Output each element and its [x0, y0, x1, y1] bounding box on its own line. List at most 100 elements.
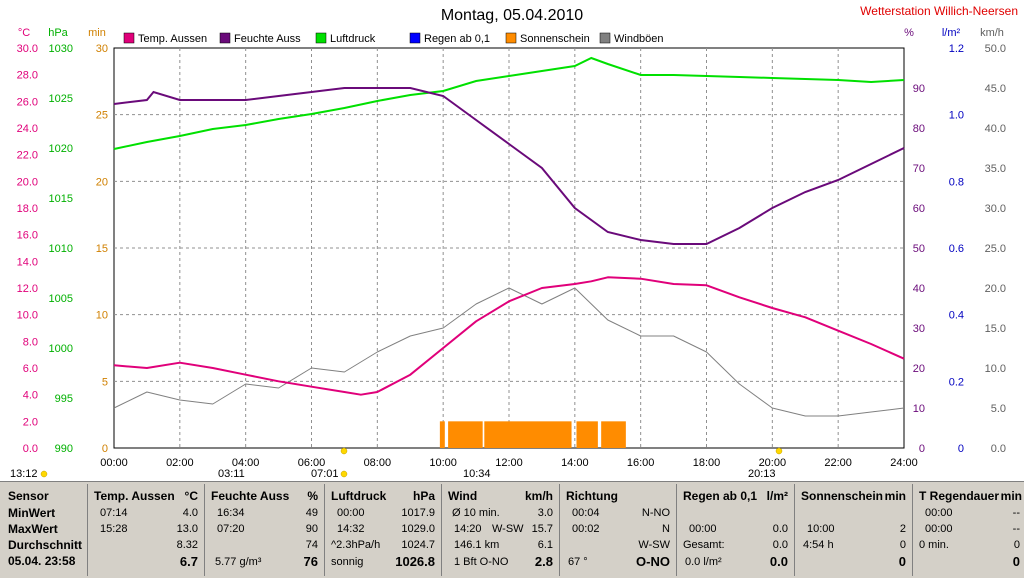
press-trend: ^2.3hPa/h	[331, 539, 381, 551]
moon1-time: 03:11	[218, 468, 245, 480]
legend-swatch	[505, 32, 517, 44]
raintime-r1-time: 00:00	[925, 507, 953, 519]
press-tick: 1005	[49, 293, 73, 305]
press-tick: 1025	[49, 93, 73, 105]
series-line-temp-aussen	[113, 276, 905, 396]
dir-r1: N-NO	[641, 507, 670, 519]
press-tick: 995	[55, 393, 73, 405]
wind-tick: 0.0	[991, 443, 1006, 455]
press-tick: 1015	[49, 193, 73, 205]
rain-tick: 1.2	[949, 43, 964, 55]
rain-r2-time: 00:00	[689, 523, 717, 535]
series-line-feuchte-auss	[113, 87, 905, 245]
left-axes: °C hPa min 30.0 28.0 26.0 24.0 22.0 20.0 18.0 16.0…	[17, 27, 108, 455]
press-forecast: sonnig	[331, 556, 364, 568]
raintime-r3: 0	[1013, 539, 1020, 551]
press-max: 1029.0	[401, 523, 435, 535]
time-tick: 02:00	[166, 457, 194, 469]
rain-axis-unit: l/m²	[942, 27, 961, 39]
sun-marker-icon	[340, 470, 348, 478]
time-tick: 24:00	[890, 457, 918, 469]
sunset-time: 20:13	[748, 468, 776, 480]
temp-tick: 8.0	[23, 336, 38, 348]
wind-tick: 15.0	[985, 323, 1006, 335]
raintime-total: 0 min.	[919, 539, 949, 551]
wind-avg-label: Ø 10 min.	[452, 507, 500, 519]
hum-min-time: 16:34	[217, 507, 245, 519]
sunshine-bar	[448, 421, 483, 448]
sun-up-time: 07:01	[311, 468, 339, 480]
dir-current: O-NO	[636, 554, 670, 569]
wind-tick: 5.0	[991, 403, 1006, 415]
wind-axis-unit: km/h	[980, 27, 1004, 39]
hum-current: 76	[303, 554, 318, 569]
dir-r3: W-SW	[638, 539, 670, 551]
press-axis-unit: hPa	[48, 27, 68, 39]
sun-tick: 20	[96, 176, 108, 188]
hum-tick: 70	[913, 163, 925, 175]
hum-tick: 30	[913, 323, 925, 335]
time-axis: 00:00 02:00 04:00 06:00 08:00 10:00 12:00 14:00…	[100, 457, 918, 469]
wind-r3: 6.1	[537, 539, 553, 551]
temp-max-time: 15:28	[100, 523, 128, 535]
press-max-time: 14:32	[337, 523, 365, 535]
legend-label: Temp. Aussen	[138, 33, 207, 45]
rain-tick: 1.0	[949, 110, 964, 122]
press-tick: 990	[55, 443, 73, 455]
temp-unit: °C	[184, 489, 198, 503]
moon2-time: 10:34	[463, 468, 491, 480]
temp-tick: 28.0	[17, 70, 38, 82]
raintime-unit: min	[1000, 489, 1022, 503]
legend-swatch	[315, 32, 327, 44]
row-label-current: 05.04. 23:58	[8, 554, 76, 568]
row-label-max: MaxWert	[8, 522, 58, 536]
legend-swatch	[219, 32, 231, 44]
temp-tick: 16.0	[17, 230, 38, 242]
dir-r2-time: 00:02	[572, 523, 600, 535]
weather-chart: Wetterstation Willich-Neersen Montag, 05…	[10, 4, 1018, 480]
sunshine-bar	[439, 421, 445, 448]
temp-avg: 8.32	[176, 539, 198, 551]
wind-tick: 50.0	[985, 43, 1006, 55]
sun-tick: 10	[96, 310, 108, 322]
time-tick: 12:00	[495, 457, 523, 469]
press-tick: 1030	[49, 43, 73, 55]
wind-tick: 45.0	[985, 83, 1006, 95]
sun-marker-icon	[775, 447, 783, 455]
grid	[113, 47, 905, 449]
sunshine-bar	[484, 421, 572, 448]
temp-tick: 14.0	[17, 256, 38, 268]
sun-tick: 30	[96, 43, 108, 55]
dir-degrees: 67 °	[568, 556, 588, 568]
wind-tick: 10.0	[985, 363, 1006, 375]
time-tick: 20:00	[759, 457, 787, 469]
raintime-r1: --	[1012, 507, 1020, 519]
raintime-current: 0	[1012, 554, 1020, 569]
right-axes: % l/m² km/h 90 80 70 60 50 40 30 20 10 0 1.2 1.0 0.8 0.6…	[904, 27, 1006, 455]
legend-swatch	[409, 32, 421, 44]
legend-swatch	[599, 32, 611, 44]
rain-amount: 0.0 l/m²	[685, 556, 722, 568]
row-label-min: MinWert	[8, 506, 56, 520]
temp-tick: 6.0	[23, 363, 38, 375]
wind-max-time: 14:20	[454, 523, 482, 535]
legend-swatch	[123, 32, 135, 44]
raintime-r2: --	[1012, 523, 1020, 535]
press-min-time: 00:00	[337, 507, 365, 519]
temp-header: Temp. Aussen	[94, 489, 175, 503]
legend-label: Sonnenschein	[520, 33, 590, 45]
rain-r2: 0.0	[772, 523, 788, 535]
temp-tick: 22.0	[17, 150, 38, 162]
wind-max-dir: W-SW	[492, 523, 524, 535]
time-tick: 14:00	[561, 457, 589, 469]
legend-label: Feuchte Auss	[234, 33, 301, 45]
temp-tick: 26.0	[17, 96, 38, 108]
hum-max: 90	[305, 523, 318, 535]
temp-min: 4.0	[182, 507, 198, 519]
hum-header: Feuchte Auss	[211, 489, 290, 503]
wind-header: Wind	[448, 489, 478, 503]
temp-current: 6.7	[179, 554, 198, 569]
temp-column: Temp. Aussen °C 07:14 4.0 15:28 13.0 8.3…	[88, 484, 205, 576]
temp-min-time: 07:14	[100, 507, 128, 519]
rain-tick: 0.8	[949, 176, 964, 188]
